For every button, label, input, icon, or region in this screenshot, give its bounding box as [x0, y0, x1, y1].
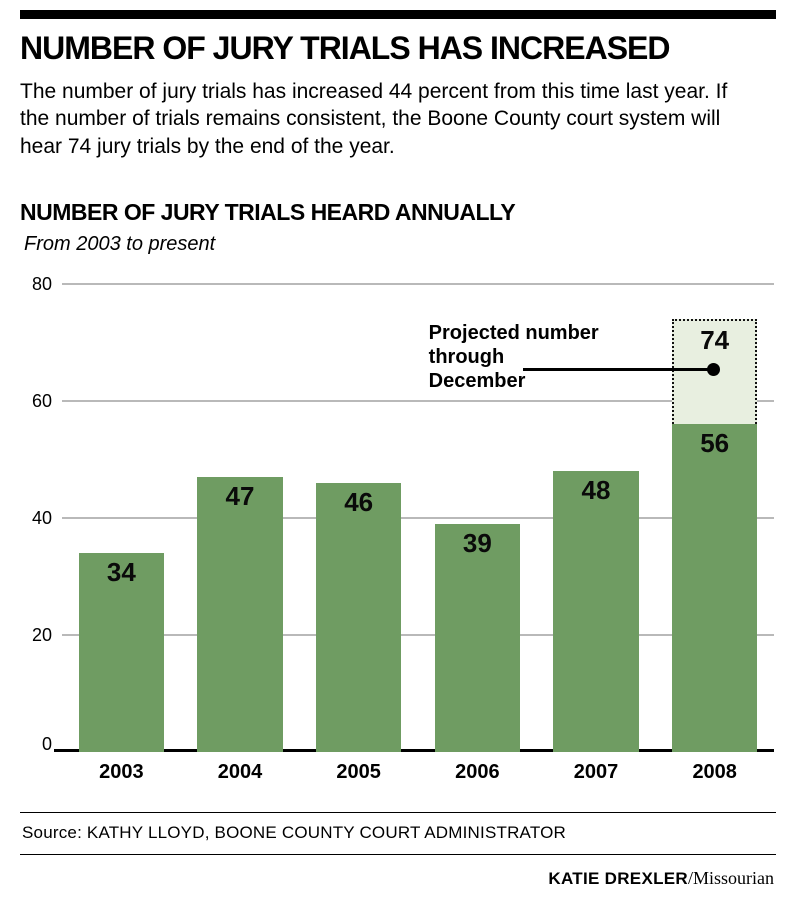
bar-value-label-2003: 34	[106, 556, 136, 587]
bar-2007: 48	[553, 470, 639, 752]
bar-2008: 56	[671, 424, 758, 752]
bar-slot-2003: 34	[62, 284, 181, 752]
x-axis-label-2005: 2005	[336, 760, 381, 783]
bar-2005: 46	[315, 482, 402, 752]
bar-2006: 39	[434, 523, 521, 752]
x-axis-label-2007: 2007	[573, 760, 619, 783]
y-tick-label-80: 80	[31, 273, 52, 294]
bar-value-label-2004: 47	[225, 480, 255, 511]
gridline-20	[62, 633, 774, 636]
credit-author: KATIE DREXLER	[548, 868, 688, 888]
y-tick-label-40: 40	[31, 507, 52, 528]
chart-subtitle: From 2003 to present	[24, 232, 216, 255]
annotation-line-2: through	[428, 345, 505, 368]
x-axis-label-2003: 2003	[99, 760, 144, 783]
projected-value-label: 74	[700, 324, 730, 355]
source-line: Source: KATHY LLOYD, BOONE COUNTY COURT …	[22, 822, 567, 842]
gridline-80	[62, 282, 774, 285]
bar-slot-2005: 46	[299, 284, 418, 752]
bar-slot-2006: 39	[418, 284, 537, 752]
bar-value-label-2005: 46	[344, 486, 374, 517]
headline: NUMBER OF JURY TRIALS HAS INCREASED	[20, 30, 671, 66]
x-axis-labels: 2003 2004 2005 2006 2007 2008	[62, 761, 774, 784]
annotation-line-1: Projected number	[428, 321, 599, 344]
bar-slot-2008: 74 56	[655, 284, 774, 752]
credit-line: KATIE DREXLER/Missourian	[20, 868, 776, 889]
x-axis-label-2006: 2006	[455, 760, 500, 783]
bar-chart: Projected number through December 0 20 40 6…	[20, 274, 776, 784]
credit-publication: /Missourian	[687, 867, 774, 888]
bar-slot-2004: 47	[181, 284, 300, 752]
top-rule	[20, 10, 776, 19]
y-tick-label-20: 20	[31, 624, 52, 645]
source-block: Source: KATHY LLOYD, BOONE COUNTY COURT …	[20, 811, 776, 855]
gridline-40	[62, 516, 774, 519]
bar-slot-2007: 48	[537, 284, 656, 752]
bar-value-label-2008: 56	[700, 428, 730, 459]
y-tick-label-60: 60	[31, 390, 52, 411]
bar-2003: 34	[78, 552, 165, 752]
chart-title: NUMBER OF JURY TRIALS HEARD ANNUALLY	[20, 198, 516, 225]
annotation-line-3: December	[428, 369, 526, 392]
bar-2004: 47	[197, 476, 283, 752]
projection-annotation: Projected number through December	[429, 321, 649, 393]
gridline-60	[62, 399, 774, 402]
x-axis-label-2008: 2008	[692, 760, 737, 783]
x-axis-baseline	[54, 748, 774, 752]
annotation-dot	[706, 362, 720, 376]
plot-area: Projected number through December 0 20 40 6…	[32, 274, 774, 754]
bar-value-label-2007: 48	[581, 474, 611, 505]
annotation-connector-line	[523, 367, 713, 371]
x-axis-label-2004: 2004	[217, 760, 263, 783]
bar-value-label-2006: 39	[462, 527, 492, 558]
intro-text: The number of jury trials has increased …	[20, 79, 728, 159]
y-tick-label-0: 0	[41, 733, 52, 754]
infographic-page: NUMBER OF JURY TRIALS HAS INCREASED The …	[20, 10, 776, 889]
